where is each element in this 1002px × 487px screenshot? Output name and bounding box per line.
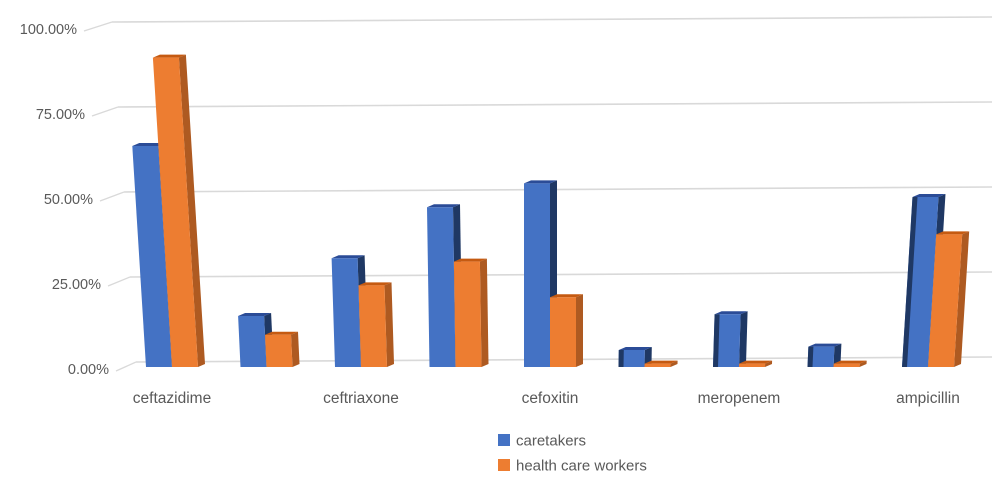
y-tick-label-50: 50.00% [44, 192, 93, 208]
bar-side-health-care-workers-8 [954, 231, 970, 367]
bar-side-health-care-workers-0 [178, 54, 205, 367]
bar-top-caretakers-0 [132, 143, 166, 146]
bar-top-caretakers-4 [524, 180, 557, 184]
bar-top-caretakers-2 [331, 255, 365, 259]
gridline-50 [123, 186, 993, 193]
bar-health-care-workers-8 [928, 234, 963, 367]
legend-label-caretakers: caretakers [516, 433, 586, 450]
bar-top-caretakers-6 [714, 311, 748, 315]
legend-swatch-caretakers [498, 434, 510, 446]
bar-top-caretakers-1 [238, 313, 272, 316]
gridline-100 [111, 16, 993, 23]
bar-side-health-care-workers-5 [670, 360, 678, 367]
y-tick-label-0: 0.00% [68, 362, 109, 378]
bar-caretakers-5 [618, 350, 645, 367]
bar-left-edge-caretakers-7 [807, 346, 814, 367]
bar-top-health-care-workers-5 [644, 360, 678, 364]
bar-caretakers-0 [132, 146, 172, 367]
bar-caretakers-7 [807, 346, 835, 367]
bar-health-care-workers-6 [739, 363, 766, 367]
bar-side-caretakers-6 [739, 311, 748, 367]
bar-left-edge-caretakers-6 [713, 314, 720, 367]
bar-health-care-workers-4 [550, 297, 576, 367]
y-axis-tick-100 [83, 21, 113, 32]
y-tick-label-100: 100.00% [20, 22, 77, 38]
x-tick-label-meropenem: meropenem [698, 390, 781, 407]
bar-top-health-care-workers-7 [833, 360, 867, 364]
bar-health-care-workers-3 [453, 261, 482, 367]
legend-label-health-care-workers: health care workers [516, 458, 647, 475]
bar-top-caretakers-7 [808, 343, 842, 347]
x-tick-label-ampicillin: ampicillin [896, 390, 960, 407]
x-tick-label-ceftriaxone: ceftriaxone [323, 390, 399, 407]
gridline-75 [117, 101, 993, 108]
bar-caretakers-2 [331, 258, 361, 367]
bar-health-care-workers-7 [833, 363, 860, 367]
bar-left-edge-caretakers-8 [902, 197, 918, 367]
bar-caretakers-3 [427, 207, 456, 367]
bar-caretakers-4 [524, 183, 550, 367]
y-axis-tick-50 [99, 191, 125, 202]
bar-side-health-care-workers-2 [384, 282, 394, 367]
bar-caretakers-1 [238, 316, 267, 367]
bar-side-health-care-workers-4 [576, 294, 583, 367]
bar-top-health-care-workers-0 [152, 54, 186, 58]
y-axis-tick-25 [107, 276, 131, 287]
x-tick-label-ceftazidime: ceftazidime [133, 390, 211, 407]
bar-top-caretakers-5 [618, 347, 652, 350]
y-axis-tick-75 [91, 106, 119, 117]
bar-top-caretakers-8 [912, 194, 946, 197]
bar-health-care-workers-1 [265, 334, 293, 367]
bar-top-health-care-workers-2 [358, 282, 392, 286]
bar-side-health-care-workers-6 [765, 360, 773, 367]
bar-left-edge-caretakers-5 [618, 350, 624, 367]
gridline-25 [129, 271, 993, 278]
y-tick-label-25: 25.00% [52, 277, 101, 293]
bar-top-health-care-workers-6 [739, 360, 773, 364]
bar-side-health-care-workers-3 [479, 258, 489, 367]
bar-health-care-workers-2 [358, 285, 387, 367]
bar-top-health-care-workers-1 [265, 331, 298, 335]
bar-side-health-care-workers-7 [859, 360, 867, 367]
y-tick-label-75: 75.00% [36, 107, 85, 123]
legend-swatch-health-care-workers [498, 459, 510, 471]
bar-caretakers-6 [713, 314, 741, 367]
bar-health-care-workers-5 [644, 363, 671, 367]
bar-top-health-care-workers-8 [936, 231, 970, 235]
y-axis-tick-0 [115, 361, 137, 372]
bar-top-caretakers-3 [427, 204, 460, 208]
bar-top-health-care-workers-4 [550, 294, 583, 298]
x-tick-label-cefoxitin: cefoxitin [522, 390, 579, 407]
bar-side-health-care-workers-1 [291, 331, 300, 367]
bar-top-health-care-workers-3 [453, 258, 487, 262]
bar-health-care-workers-0 [152, 57, 198, 367]
